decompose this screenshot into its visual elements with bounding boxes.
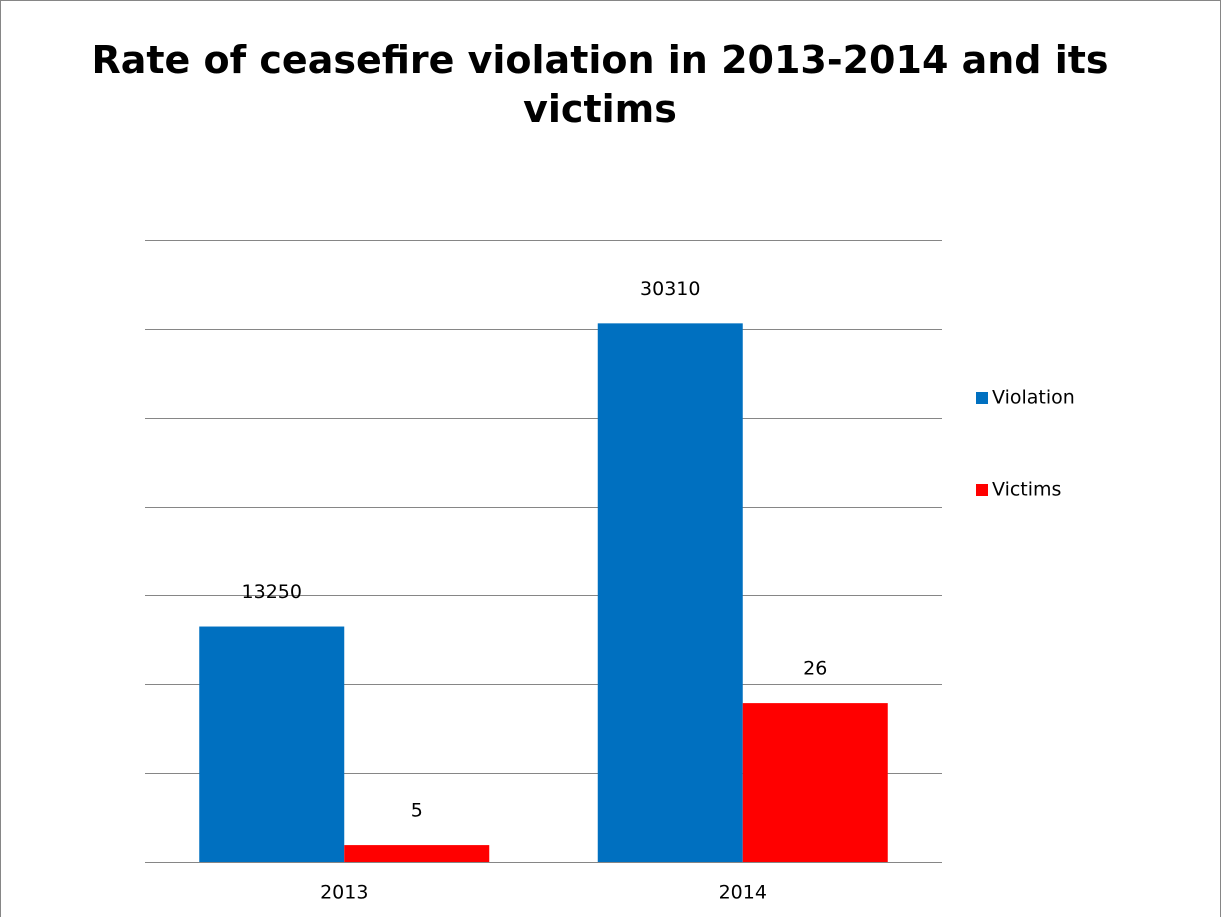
x-tick-label: 2013 [320, 882, 368, 904]
legend-label: Victims [992, 479, 1061, 501]
legend-swatch [976, 484, 988, 496]
data-label: 30310 [640, 278, 700, 300]
bar [742, 703, 888, 862]
legend-label: Violation [992, 387, 1075, 409]
legend-swatch [976, 392, 988, 404]
bar [199, 626, 345, 862]
x-tick-label: 2014 [719, 882, 767, 904]
data-label: 26 [803, 658, 827, 680]
bar [344, 845, 490, 862]
data-label: 5 [411, 800, 423, 822]
bar [597, 323, 743, 862]
chart-title: Rate of ceasefire violation in 2013-2014… [91, 38, 1108, 131]
data-label: 13250 [242, 581, 302, 603]
